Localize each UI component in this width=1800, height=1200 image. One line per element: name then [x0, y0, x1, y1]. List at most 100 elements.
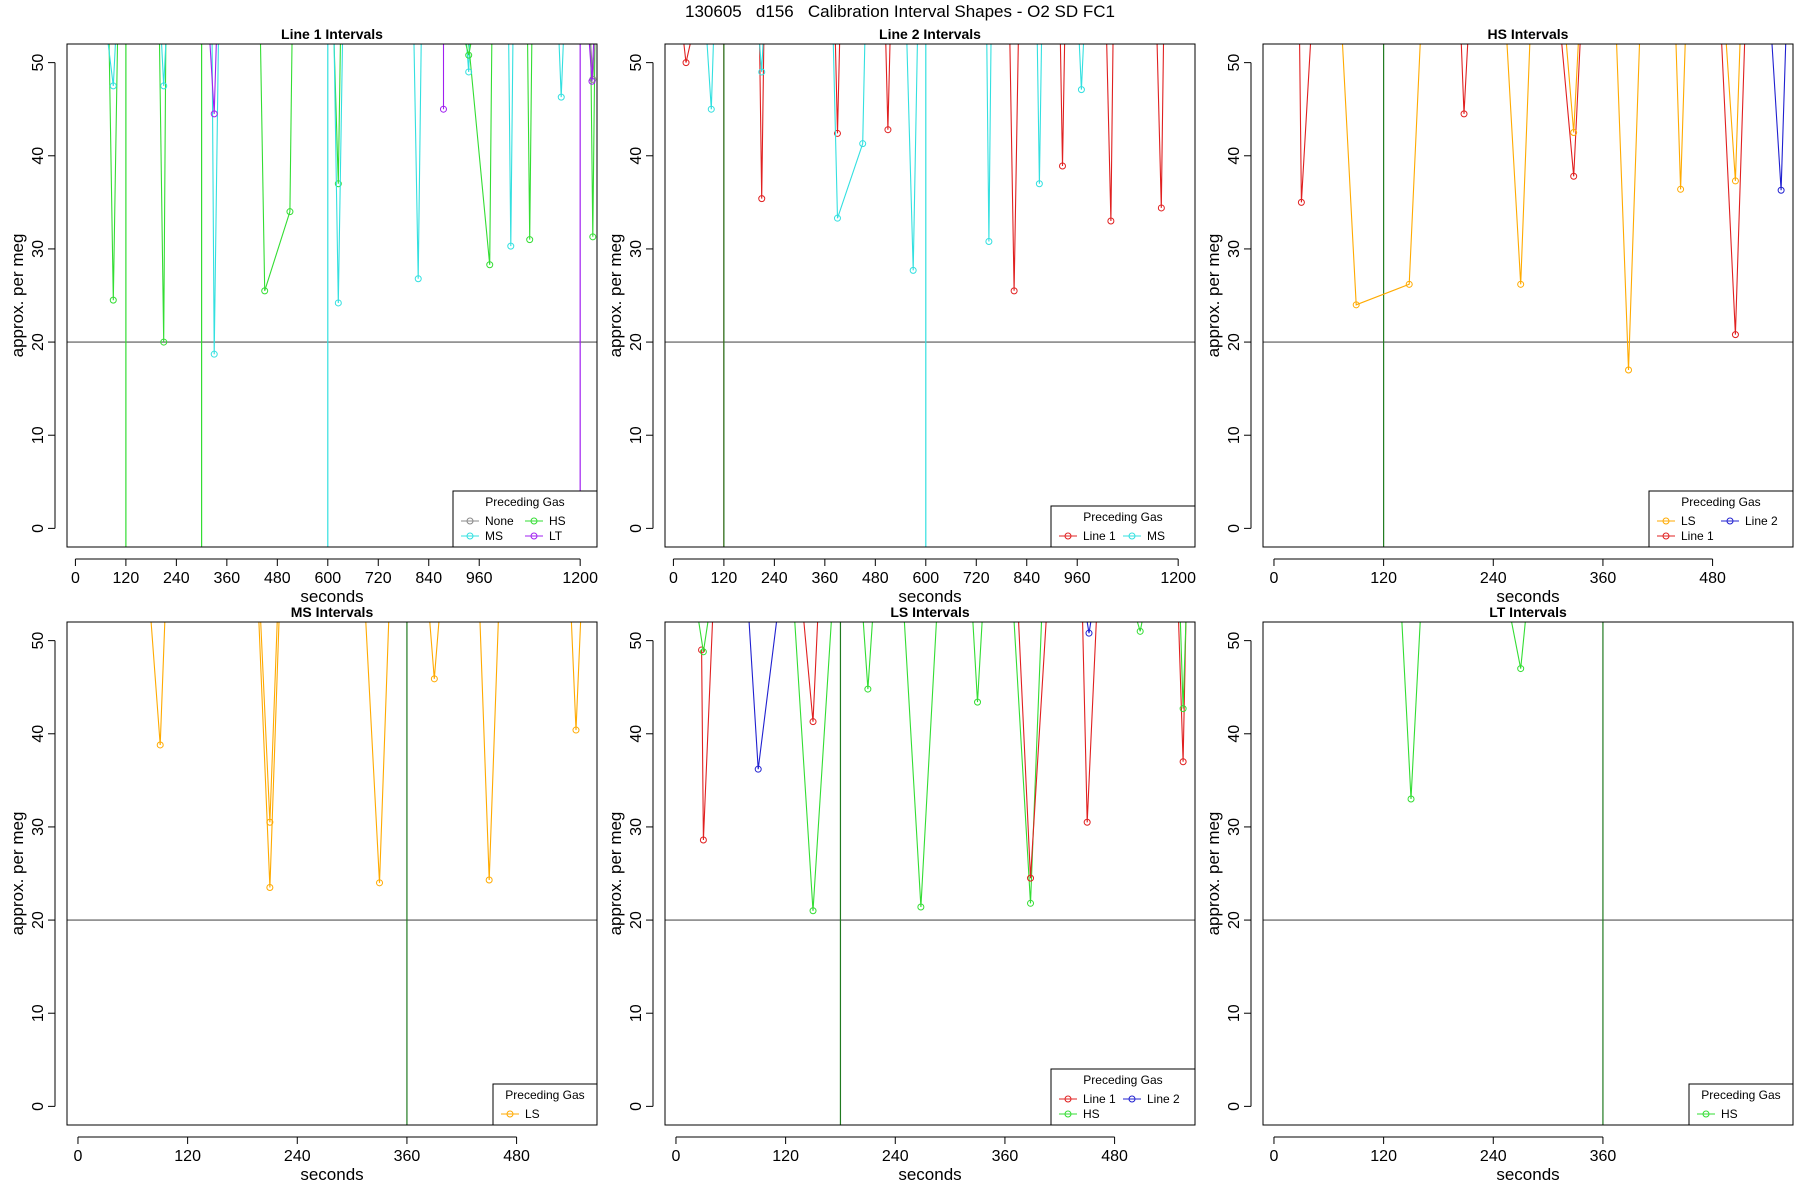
y-tick-label: 0 [30, 524, 47, 533]
legend-entry: Line 1 [1083, 529, 1116, 543]
legend-box [492, 1083, 598, 1126]
y-tick-label: 40 [628, 725, 645, 743]
y-tick-label: 10 [1226, 1004, 1243, 1022]
legend-entry: Line 2 [1745, 514, 1778, 528]
legend-marker [1702, 1110, 1710, 1118]
plot-area [665, 622, 1195, 1125]
legend-marker [506, 1110, 514, 1118]
x-tick-label: 240 [1480, 570, 1507, 587]
series-line [1299, 44, 1312, 203]
data-point [1570, 172, 1578, 180]
legend-box [1050, 505, 1196, 548]
series-line [1561, 44, 1581, 177]
data-point [109, 296, 117, 304]
data-point [707, 105, 715, 113]
plot-area [67, 622, 597, 1125]
series-line [906, 44, 918, 271]
x-tick-label: 600 [912, 570, 939, 587]
data-point [809, 907, 817, 915]
chart-1: Line 1 Intervals 0 120 240 360 480 600 720 840 96… [8, 26, 598, 606]
data-point [210, 350, 218, 358]
legend-marker [1726, 517, 1734, 525]
data-point [430, 675, 438, 683]
data-point [160, 338, 168, 346]
data-point [1731, 331, 1739, 339]
legend: Preceding Gas LS Line 2 Line 1 [1648, 490, 1794, 548]
x-tick-label: 120 [1370, 1148, 1397, 1165]
data-point [833, 129, 841, 137]
y-tick-label: 20 [1226, 333, 1243, 351]
data-point [1083, 818, 1091, 826]
series-line [1078, 44, 1085, 90]
y-tick-label: 50 [1226, 632, 1243, 650]
data-point [1677, 185, 1685, 193]
data-point [557, 93, 565, 101]
legend-title: Preceding Gas [1083, 510, 1162, 524]
series-line [150, 622, 166, 746]
x-axis-label: seconds [300, 1165, 363, 1184]
legend-entry: HS [1083, 1107, 1100, 1121]
series-line [479, 622, 499, 881]
y-axis-label: approx. per meg [606, 234, 625, 358]
legend-title: Preceding Gas [1681, 495, 1760, 509]
series-line [259, 44, 293, 291]
series-line [1616, 44, 1641, 371]
series-line [759, 44, 765, 199]
series-line [465, 44, 472, 56]
legend-entry: Line 1 [1083, 1092, 1116, 1106]
y-tick-label: 10 [30, 426, 47, 444]
x-tick-label: 240 [284, 1148, 311, 1165]
y-tick-label: 50 [628, 54, 645, 72]
series-line [832, 44, 866, 219]
x-tick-label: 1200 [562, 570, 598, 587]
x-tick-label: 240 [761, 570, 788, 587]
series-line [413, 44, 422, 279]
legend: Preceding Gas HS [1688, 1083, 1794, 1126]
y-tick-label: 40 [1226, 725, 1243, 743]
y-tick-label: 20 [1226, 911, 1243, 929]
series-line [1156, 44, 1165, 208]
data-point [160, 82, 168, 90]
data-point [809, 718, 817, 726]
series-line [803, 622, 819, 722]
x-tick-label: 0 [71, 570, 80, 587]
data-point [588, 77, 596, 85]
y-tick-label: 20 [30, 333, 47, 351]
series-line [1771, 44, 1787, 191]
series-line [158, 44, 167, 343]
data-point [507, 242, 515, 250]
x-tick-label: 120 [711, 570, 738, 587]
data-point [833, 214, 841, 222]
series-line [903, 622, 937, 908]
y-tick-label: 40 [628, 147, 645, 165]
x-tick-label: 0 [672, 1148, 681, 1165]
series-line [1179, 622, 1187, 709]
data-point [1407, 795, 1415, 803]
series-line [1721, 44, 1746, 335]
data-point [698, 646, 706, 654]
data-point [526, 236, 534, 244]
y-tick-label: 20 [30, 911, 47, 929]
chart-4: MS Intervals 0 120 240 360 480 seconds 0 10 20 30 4… [8, 604, 598, 1184]
data-point [985, 237, 993, 245]
data-point [109, 82, 117, 90]
x-tick-label: 0 [1270, 570, 1279, 587]
legend-marker [1662, 532, 1670, 540]
data-point [699, 836, 707, 844]
data-point [1297, 198, 1305, 206]
x-tick-label: 840 [1013, 570, 1040, 587]
series-line [1341, 44, 1421, 306]
plot-area [67, 44, 597, 547]
legend-title: Preceding Gas [485, 495, 564, 509]
series-line [1082, 622, 1097, 823]
data-point [1460, 110, 1468, 118]
series-line [333, 44, 344, 304]
data-point [1157, 204, 1165, 212]
data-point [1010, 287, 1018, 295]
series-line [527, 44, 533, 240]
y-tick-label: 50 [30, 54, 47, 72]
legend-entry: LS [1681, 514, 1696, 528]
data-point [699, 648, 707, 656]
data-point [682, 59, 690, 67]
data-point [414, 275, 422, 283]
